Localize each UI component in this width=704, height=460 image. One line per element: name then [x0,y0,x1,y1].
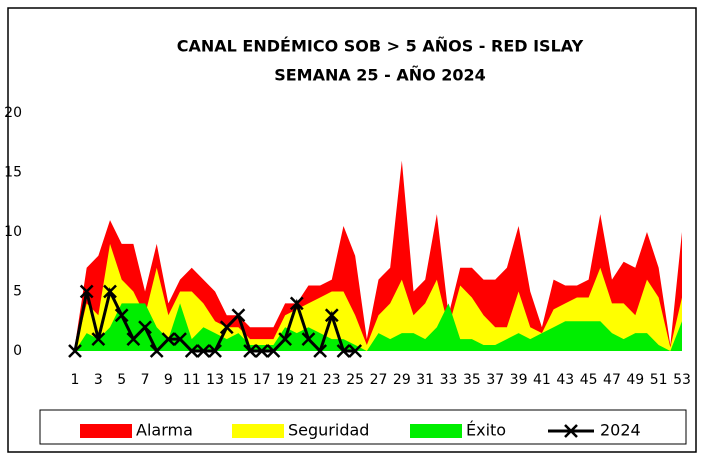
x-tick-label: 37 [486,372,504,388]
line-marker [219,320,234,335]
line-marker [161,332,176,346]
line-marker [126,332,141,346]
line-marker [301,332,316,346]
legend-label: 2024 [600,421,641,440]
y-tick-label: 20 [4,105,22,121]
y-tick-label: 5 [13,284,22,300]
x-tick-label: 31 [416,372,434,388]
legend-swatch [80,424,132,438]
line-marker [348,344,363,358]
x-tick-label: 51 [650,372,668,388]
line-marker [208,344,222,358]
x-tick-label: 45 [580,372,598,388]
line-marker [173,332,187,346]
y-tick-label: 10 [4,224,22,240]
line-marker [149,344,164,358]
x-tick-label: 15 [230,372,248,388]
area [75,160,682,351]
x-tick-label: 17 [253,372,271,388]
x-tick-label: 11 [183,372,201,388]
x-tick-label: 19 [276,372,294,388]
x-tick-label: 9 [164,372,173,388]
legend-box [39,409,687,445]
legend-swatch [232,424,284,438]
line-marker [79,284,94,299]
x-tick-label: 1 [71,372,80,388]
line-marker [114,308,129,323]
line-marker [289,296,304,311]
line-marker [266,344,281,358]
legend-label: Alarma [136,421,193,440]
line-marker [196,344,211,358]
line-marker [336,344,351,358]
x-tick-label: 21 [300,372,318,388]
x-tick-label: 23 [323,372,341,388]
chart-title: CANAL ENDÉMICO SOB > 5 AÑOS - RED ISLAY [177,37,584,56]
line-marker [68,344,82,358]
y-tick-label: 15 [4,165,22,181]
x-tick-label: 5 [117,372,126,388]
line-marker [184,344,199,358]
x-tick-label: 47 [603,372,621,388]
x-tick-label: 41 [533,372,551,388]
x-tick-label: 25 [346,372,364,388]
line-marker [91,332,106,346]
line-marker [324,308,339,323]
x-tick-label: 13 [206,372,224,388]
x-tick-label: 35 [463,372,481,388]
chart-subtitle: SEMANA 25 - AÑO 2024 [274,66,486,85]
x-tick-label: 27 [370,372,388,388]
line-marker [103,284,117,299]
line-marker [278,332,292,346]
area [75,303,682,351]
line-marker [243,344,257,358]
y-tick-label: 0 [13,343,22,359]
x-tick-label: 53 [673,372,691,388]
chart-border [7,7,697,453]
line-marker [313,344,328,358]
legend-swatch [410,424,462,438]
line-marker [254,344,269,358]
x-tick-label: 39 [510,372,528,388]
legend-label: Éxito [466,421,506,440]
x-tick-label: 29 [393,372,411,388]
x-tick-label: 33 [440,372,458,388]
line-marker [231,308,246,323]
x-tick-label: 43 [556,372,574,388]
x-tick-label: 49 [626,372,644,388]
legend-marker [564,424,578,438]
line-marker [138,320,152,335]
x-tick-label: 3 [94,372,103,388]
legend-label: Seguridad [288,421,369,440]
x-tick-label: 7 [141,372,150,388]
